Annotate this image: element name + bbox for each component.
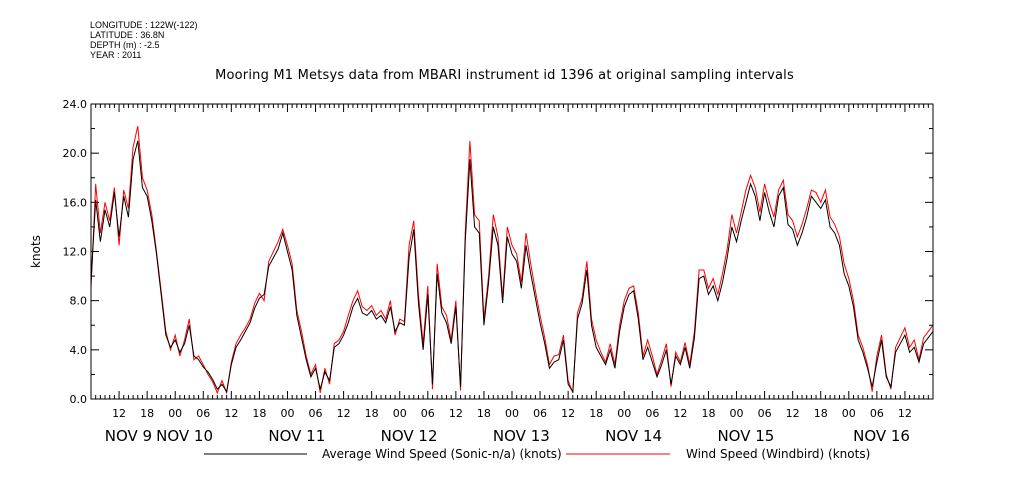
y-tick-label: 0.0 — [70, 393, 88, 406]
x-tick-label: 06 — [196, 407, 210, 420]
x-tick-label: 12 — [898, 407, 912, 420]
x-tick-label: 12 — [561, 407, 575, 420]
x-day-label: NOV 9 — [105, 427, 152, 445]
x-tick-label: 12 — [112, 407, 126, 420]
x-tick-label: 06 — [645, 407, 659, 420]
x-tick-label: 06 — [533, 407, 547, 420]
x-tick-label: 12 — [786, 407, 800, 420]
x-tick-label: 00 — [617, 407, 631, 420]
legend-label-windbird: Wind Speed (Windbird) (knots) — [686, 447, 870, 461]
latitude-text: LATITUDE : 36.8N — [90, 30, 165, 40]
x-day-label: NOV 12 — [381, 427, 438, 445]
x-tick-label: 12 — [449, 407, 463, 420]
x-tick-label: 18 — [140, 407, 154, 420]
series-line-sonic — [90, 140, 934, 394]
x-tick-label: 06 — [421, 407, 435, 420]
x-day-label: NOV 11 — [268, 427, 325, 445]
x-tick-label: 18 — [589, 407, 603, 420]
plot-frame — [90, 103, 934, 400]
longitude-text: LONGITUDE : 122W(-122) — [90, 20, 198, 30]
x-tick-label: 00 — [280, 407, 294, 420]
y-tick-label: 20.0 — [63, 147, 88, 160]
x-day-label: NOV 13 — [493, 427, 550, 445]
x-tick-label: 00 — [168, 407, 182, 420]
x-tick-label: 00 — [505, 407, 519, 420]
y-tick-label: 12.0 — [63, 246, 88, 259]
x-tick-label: 18 — [252, 407, 266, 420]
year-text: YEAR : 2011 — [90, 50, 142, 60]
x-tick-label: 12 — [224, 407, 238, 420]
x-day-label: NOV 15 — [717, 427, 774, 445]
x-tick-label: 18 — [701, 407, 715, 420]
x-tick-label: 12 — [673, 407, 687, 420]
y-tick-label: 8.0 — [70, 295, 88, 308]
legend-label-sonic: Average Wind Speed (Sonic-n/a) (knots) — [322, 447, 562, 461]
x-tick-label: 00 — [393, 407, 407, 420]
x-tick-label: 18 — [814, 407, 828, 420]
x-tick-label: 18 — [365, 407, 379, 420]
y-tick-label: 16.0 — [63, 196, 88, 209]
station-metadata: LONGITUDE : 122W(-122) LATITUDE : 36.8N … — [90, 20, 198, 60]
y-axis-label: knots — [29, 235, 43, 268]
x-tick-label: 06 — [309, 407, 323, 420]
y-tick-label: 24.0 — [63, 98, 88, 111]
y-tick-label: 4.0 — [70, 344, 88, 357]
depth-text: DEPTH (m) : -2.5 — [90, 40, 160, 50]
chart-title: Mooring M1 Metsys data from MBARI instru… — [215, 68, 794, 83]
x-tick-label: 06 — [758, 407, 772, 420]
x-tick-label: 12 — [337, 407, 351, 420]
x-day-label: NOV 16 — [853, 427, 910, 445]
x-tick-label: 06 — [870, 407, 884, 420]
x-tick-label: 00 — [730, 407, 744, 420]
x-day-label: NOV 14 — [605, 427, 662, 445]
x-day-label: NOV 10 — [156, 427, 213, 445]
series-line-windbird — [90, 126, 934, 395]
x-tick-label: 00 — [842, 407, 856, 420]
x-tick-label: 18 — [477, 407, 491, 420]
